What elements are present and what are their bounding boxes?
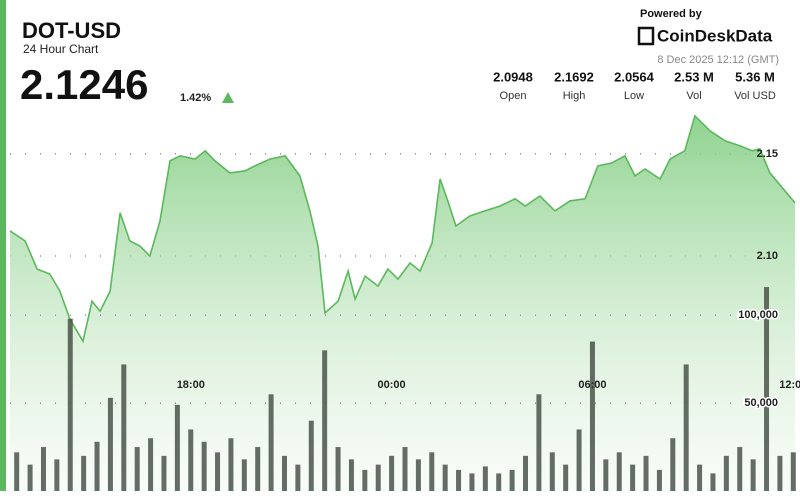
stat-value: 2.0564 [614, 69, 655, 84]
volume-bar [389, 455, 395, 491]
volume-bar [656, 469, 662, 491]
volume-bar [241, 459, 247, 491]
title: DOT-USD [22, 18, 121, 43]
volume-bar [482, 466, 488, 491]
volume-bar [308, 420, 314, 491]
volume-bar [27, 464, 33, 491]
volume-bar [148, 438, 154, 491]
volume-bar [174, 404, 180, 491]
volume-bar [790, 452, 796, 491]
volume-bar [54, 459, 60, 491]
brand: CoinDeskData [657, 26, 773, 45]
volume-bar [442, 464, 448, 491]
volume-bar [362, 469, 368, 491]
volume-bar [670, 438, 676, 491]
volume-bar [295, 464, 301, 491]
volume-bar [643, 455, 649, 491]
x-tick-label: 00:00 [378, 379, 406, 391]
volume-bar [630, 464, 636, 491]
volume-bar [723, 455, 729, 491]
volume-bar [563, 464, 569, 491]
volume-bar [576, 429, 582, 491]
volume-bar [523, 455, 529, 491]
volume-bar [201, 441, 207, 491]
x-tick-label: 12:00 [779, 379, 800, 391]
x-tick-label: 06:00 [578, 379, 606, 391]
volume-bar [161, 455, 167, 491]
volume-bar [188, 429, 194, 491]
stat-value: 2.0948 [493, 69, 533, 84]
volume-bar [94, 441, 100, 491]
volume-bar [402, 447, 408, 491]
volume-tick-label: 100,000 [738, 309, 778, 321]
up-arrow [222, 92, 234, 103]
volume-bar [536, 394, 542, 491]
volume-bar [603, 459, 609, 491]
volume-bar [429, 452, 435, 491]
volume-bar [496, 473, 502, 491]
price: 2.1246 [20, 61, 148, 108]
stat-label: Open [500, 90, 527, 102]
volume-bar [683, 364, 689, 491]
volume-bar [737, 447, 743, 491]
volume-bar [777, 455, 783, 491]
stat-value: 2.1692 [554, 69, 594, 84]
volume-bar [375, 464, 381, 491]
y-tick-label: 2.15 [757, 148, 778, 160]
volume-bar [750, 459, 756, 491]
stat-label: Vol [686, 90, 701, 102]
accent-bar [0, 0, 6, 491]
volume-bar [589, 341, 595, 491]
volume-tick-label: 100,000 [738, 309, 778, 321]
volume-bar [107, 397, 113, 491]
plot: 2.102.1518:0000:0006:0012:0050,00050,000… [9, 114, 800, 492]
volume-bar [415, 459, 421, 491]
volume-bar [616, 452, 622, 491]
volume-bar [456, 469, 462, 491]
volume-tick-label: 50,000 [744, 397, 778, 409]
stat-label: Low [624, 90, 644, 102]
y-tick-label: 2.10 [757, 250, 778, 262]
stat-value: 2.53 M [674, 69, 714, 84]
stat-value: 5.36 M [735, 69, 775, 84]
stats: 2.0948 Open 2.1692 High 2.0564 Low 2.53 M Vol 5.… [493, 69, 776, 101]
volume-bar [549, 452, 555, 491]
stat-label: High [563, 90, 586, 102]
volume-bar [281, 455, 287, 491]
volume-bar [322, 350, 328, 491]
volume-bar [697, 464, 703, 491]
price-line [9, 114, 796, 344]
volume-bar [255, 447, 261, 491]
price-area [10, 115, 795, 492]
volume-bar [81, 455, 87, 491]
subtitle: 24 Hour Chart [23, 42, 99, 56]
volume-bar [40, 447, 46, 491]
volume-bar [348, 459, 354, 491]
volume-bar [469, 473, 475, 491]
volume-bar [509, 469, 515, 491]
volume-bar [215, 452, 221, 491]
volume-bar [335, 447, 341, 491]
volume-bar [134, 447, 140, 491]
volume-bar [67, 318, 73, 491]
volume-bar [121, 364, 127, 491]
powered-by: Powered by [640, 8, 703, 20]
volume-bar [14, 452, 20, 491]
volume-bar [764, 287, 770, 491]
volume-bar [228, 438, 234, 491]
change: 1.42% [180, 92, 211, 104]
volume-tick-label: 50,000 [744, 397, 778, 409]
x-tick-label: 18:00 [177, 379, 205, 391]
volume-bar [268, 394, 274, 491]
stat-label: Vol USD [734, 90, 776, 102]
timestamp: 8 Dec 2025 12:12 (GMT) [657, 54, 779, 66]
logo-icon [637, 26, 655, 46]
volume-bar [710, 473, 716, 491]
